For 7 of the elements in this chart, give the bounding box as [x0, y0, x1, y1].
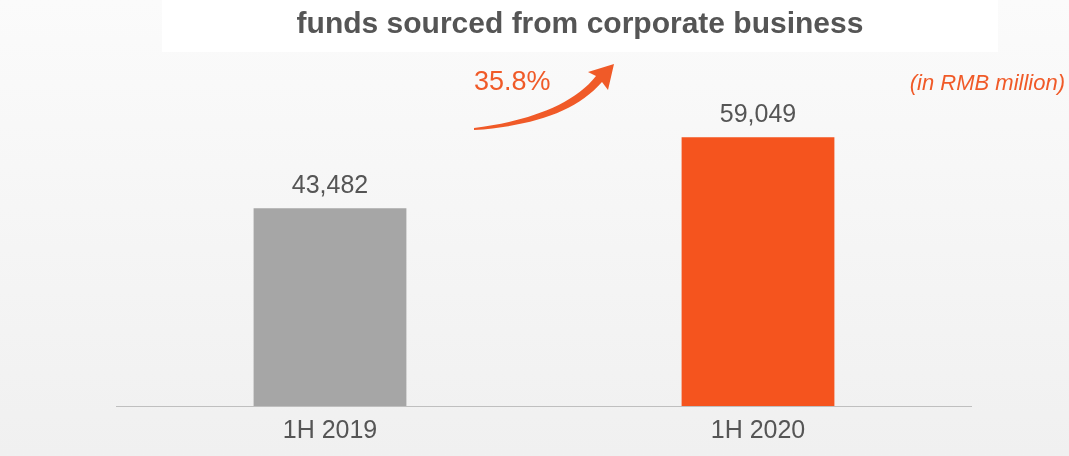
data-label: 59,049 — [719, 98, 797, 127]
x-tick-label: 1H 2019 — [282, 414, 378, 443]
text: (in RMB million) — [909, 70, 1065, 96]
chart-title: funds sourced from corporate business — [162, 0, 998, 52]
x-tick-label: 1H 2020 — [710, 414, 806, 443]
text: 35.8% — [474, 66, 551, 97]
data-label: 43,482 — [291, 169, 369, 198]
